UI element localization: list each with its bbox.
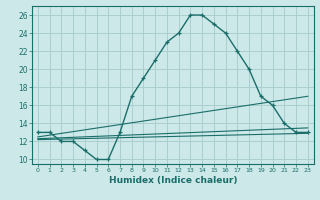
X-axis label: Humidex (Indice chaleur): Humidex (Indice chaleur)	[108, 176, 237, 185]
